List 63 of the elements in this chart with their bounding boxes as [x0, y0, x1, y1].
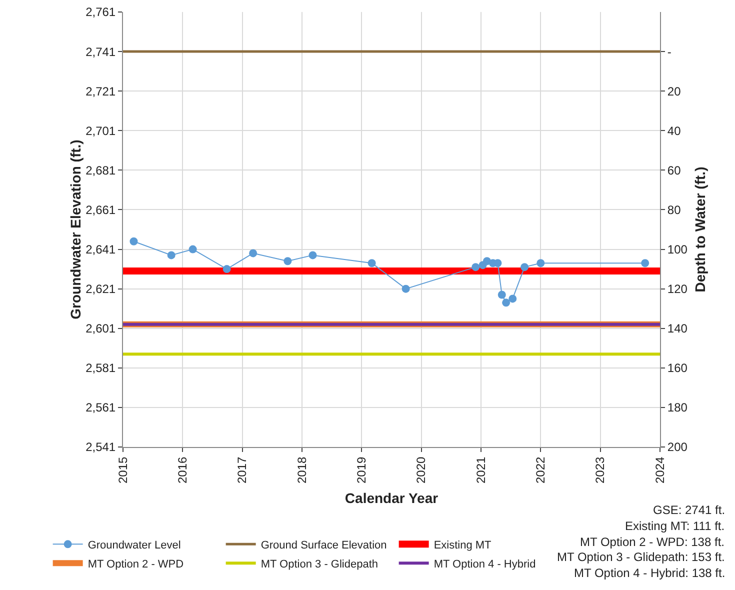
point [222, 265, 231, 274]
point [284, 257, 292, 266]
x-tick-label: 2022 [534, 456, 548, 484]
point [641, 259, 650, 268]
y2-tick-label: 40 [667, 124, 682, 138]
text: GSE: 2741 ft. [653, 503, 726, 517]
point [536, 259, 545, 268]
y-tick-label: 2,561 [86, 400, 116, 415]
y-tick-label: 2,761 [86, 5, 116, 20]
point [167, 251, 176, 260]
point [498, 290, 506, 299]
legend-label: MT Option 2 - WPD [88, 558, 184, 570]
x-tick-label: 2023 [593, 456, 608, 484]
point [249, 249, 258, 258]
x-tick-label: 2015 [116, 456, 130, 484]
y2-tick-label: 180 [667, 400, 688, 415]
y2-tick-label: 100 [667, 242, 688, 256]
y-tick-label: 2,581 [86, 361, 116, 376]
legend-label: MT Option 3 - Glidepath [260, 558, 378, 570]
point [472, 263, 480, 272]
legend-label: Groundwater Level [88, 539, 181, 552]
x-tick-label: 2017 [235, 456, 250, 484]
y2-tick-label: 200 [667, 440, 688, 454]
x-axis-title: Calendar Year [344, 490, 439, 506]
y2-tick-label: 140 [667, 322, 688, 336]
legend-label: Ground Surface Elevation [260, 539, 387, 552]
y-axis-title: Groundwater Elevation (ft.) [68, 140, 84, 320]
x-tick-label: 2018 [294, 456, 309, 484]
y-tick-label: 2,541 [86, 440, 116, 454]
y-tick-label: 2,601 [86, 322, 116, 336]
text: MT Option 3 - Glidepath: 153 ft. [557, 550, 725, 564]
y-tick-label: 2,641 [86, 242, 116, 256]
point [520, 263, 529, 272]
text: MT Option 4 - Hybrid: 138 ft. [574, 566, 726, 580]
y2-tick-label: 80 [667, 202, 682, 217]
point [188, 245, 197, 254]
point [502, 298, 510, 307]
y2-tick-label: 20 [667, 84, 682, 98]
y2-axis-title: Depth to Water (ft.) [692, 166, 708, 292]
y2-tick-label: 60 [667, 163, 682, 178]
y-tick-label: 2,741 [86, 44, 116, 59]
y2-tick-label: 160 [667, 361, 688, 376]
y-tick-label: 2,721 [86, 84, 116, 98]
x-tick-label: 2020 [414, 456, 428, 484]
y-tick-label: 2,621 [86, 282, 116, 296]
text: Existing MT: 111 ft. [625, 519, 725, 533]
point [130, 237, 138, 246]
point [308, 251, 317, 260]
y-tick-label: 2,661 [86, 202, 116, 217]
x-tick-label: 2016 [176, 456, 190, 484]
point [402, 284, 410, 293]
y2-tick-label: 120 [667, 282, 688, 296]
y2-tick-label: - [667, 44, 672, 59]
x-tick-label: 2019 [354, 456, 369, 484]
legend-label: MT Option 4 - Hybrid [434, 558, 536, 570]
y-tick-label: 2,701 [86, 124, 116, 138]
legend-label: Existing MT [434, 539, 492, 552]
x-tick-label: 2021 [474, 456, 488, 484]
point [508, 294, 517, 303]
point [368, 259, 376, 268]
x-tick-label: 2024 [652, 456, 667, 484]
y-tick-label: 2,681 [86, 163, 116, 178]
text: MT Option 2 - WPD: 138 ft. [580, 535, 724, 549]
